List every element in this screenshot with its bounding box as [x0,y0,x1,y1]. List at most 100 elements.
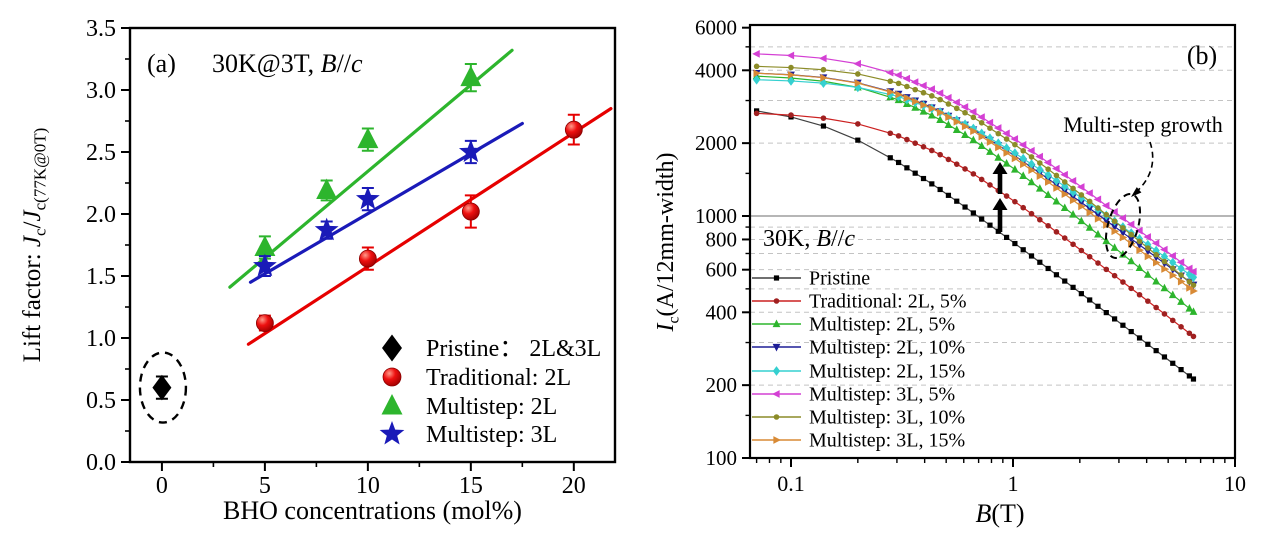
series-marker [788,112,794,118]
series-marker [1078,247,1085,254]
series-marker [1019,171,1028,179]
series-marker [937,186,943,193]
series-marker [929,93,935,99]
series-marker [1069,196,1078,205]
series-marker [1068,176,1077,185]
series-marker [1186,373,1192,379]
panel-b-legend-item: Multistep: 2L, 5% [752,314,955,336]
series-marker [912,97,920,106]
series-marker [952,125,961,133]
series-multistep-3l-10- [753,63,1197,288]
series-marker [1070,241,1076,248]
series-marker [962,166,968,172]
series-marker [1078,202,1086,211]
legend-marker [382,334,402,362]
y-tick-label: 0.5 [86,388,116,414]
y-tick-label: 6000 [695,16,737,40]
series-marker [855,121,861,127]
legend-label: Multistep: 2L [426,394,557,420]
series-marker [787,70,796,79]
series-marker [819,54,827,63]
series-marker [1190,333,1197,340]
series-marker [935,89,944,98]
series-marker [1102,217,1111,226]
series-marker [943,93,952,102]
series-marker [1135,263,1144,272]
data-point-marker [564,120,583,139]
series-marker [927,110,936,119]
series-marker [1145,298,1151,304]
y-tick-label: 400 [706,300,738,324]
series-marker [936,108,945,117]
series-marker [1061,190,1070,198]
series-marker [1169,257,1177,268]
series-marker [1061,179,1068,185]
series-marker [912,86,918,93]
series-marker [920,101,928,109]
series-marker [1186,330,1193,337]
series-marker [1189,307,1198,315]
series-marker [1020,204,1027,211]
x-tick-label: 1 [1008,471,1019,496]
series-marker [1161,311,1168,317]
data-point-marker [357,127,379,149]
y-tick-label: 1000 [695,204,737,228]
series-marker [954,198,960,204]
panel-b-frame [748,23,1237,460]
series-marker [1178,272,1184,278]
series-marker [994,138,1002,149]
series-marker [1145,341,1151,347]
series-marker [1185,304,1194,312]
panel-a-x-axis-label: BHO concentrations (mol%) [223,496,522,525]
series-marker [1144,252,1153,261]
series-marker [1003,193,1010,199]
series-marker [1012,141,1018,148]
series-marker [1161,354,1168,360]
data-point-marker [355,186,380,210]
series-marker [1036,172,1045,180]
data-point-marker [460,65,482,87]
series-marker [904,83,910,90]
y-tick-label: 1.0 [86,326,116,352]
x-tick-label: 10 [356,473,380,499]
legend-label: Multistep: 2L, 15% [809,361,965,383]
series-marker [1043,158,1052,167]
series-marker [854,82,862,93]
series-marker [986,138,995,146]
series-marker [820,115,827,121]
series-marker [994,153,1003,161]
series-marker [820,66,827,73]
panel-b-legend-item: Multistep: 2L, 15% [752,361,965,383]
legend-marker [772,390,780,398]
series-marker [1002,143,1011,153]
series-marker [1027,146,1035,155]
series-marker [1161,258,1168,265]
series-marker [1145,245,1151,251]
series-marker [1177,297,1185,305]
series-marker [854,79,863,88]
series-marker [1035,152,1043,161]
series-marker [1161,265,1169,273]
x-tick-label: 15 [459,473,483,499]
series-marker [929,181,935,187]
series-marker [1011,154,1020,163]
series-marker [904,136,910,143]
legend-marker [379,421,405,445]
series-marker [1010,135,1019,143]
series-marker [1085,189,1093,198]
series-marker [995,130,1002,137]
series-marker [1020,160,1028,169]
annotation-arrow-head [1131,187,1142,197]
series-multistep-2l-5- [752,71,1198,315]
series-marker [1127,235,1136,244]
series-marker [887,130,894,137]
y-tick-label: 800 [706,227,738,251]
series-marker [912,170,918,176]
panel-b-legend-item: Multistep: 2L, 10% [752,337,965,359]
data-point-marker [152,374,172,401]
series-marker [1143,233,1151,241]
series-marker [995,143,1003,152]
series-marker [1087,297,1093,303]
series-marker [887,78,894,85]
series-marker [968,107,977,116]
